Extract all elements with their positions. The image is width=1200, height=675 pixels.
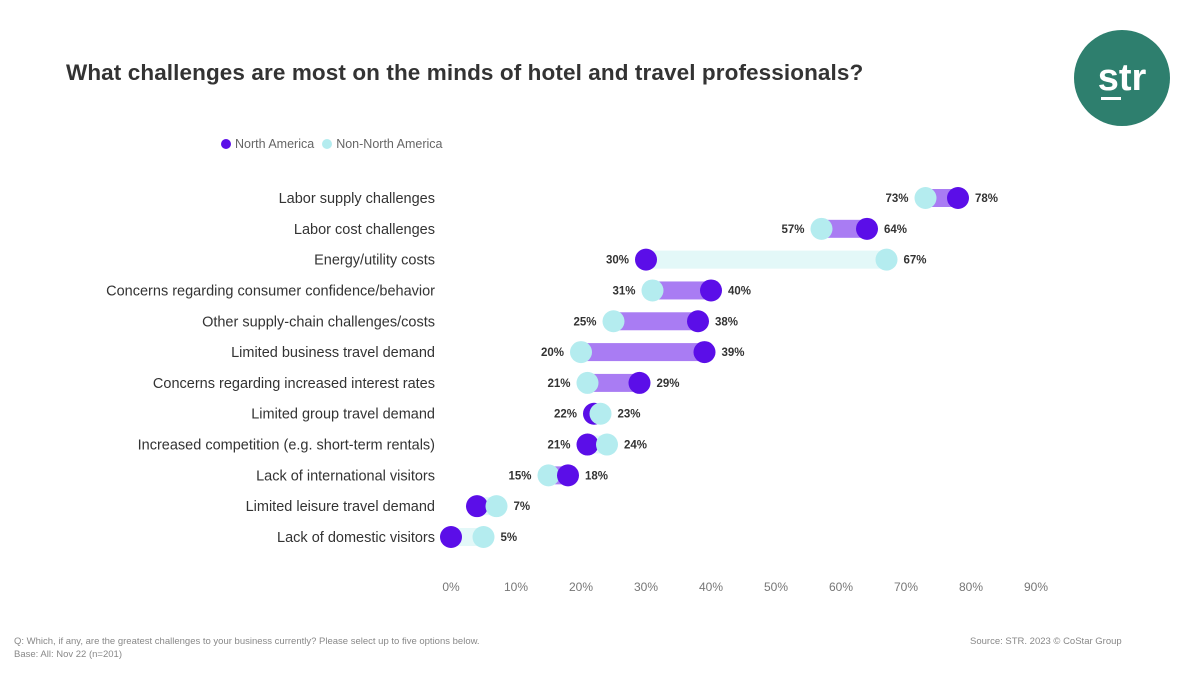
data-label: 78% [975,193,998,205]
north-america-point [466,495,488,518]
data-label: 24% [624,440,647,452]
data-label: 67% [904,255,927,267]
dumbbell-bar [646,250,887,269]
legend-label-non-north-america: Non-North America [336,137,443,151]
x-tick-label: 40% [699,580,723,594]
chart-title: What challenges are most on the minds of… [66,60,864,85]
north-america-point [628,371,651,394]
north-america-point [440,526,462,548]
north-america-point [693,341,716,364]
category-label: Lack of international visitors [256,468,435,484]
str-logo: str [1074,30,1170,126]
data-label: 31% [612,285,635,297]
non-north-america-point [596,433,618,456]
north-america-point [635,248,657,271]
north-america-point [700,279,722,302]
non-north-america-point [602,310,625,333]
footer-base: Base: All: Nov 22 (n=201) [14,649,122,660]
north-america-point [687,310,709,333]
non-north-america-point [875,248,898,271]
svg-text:str: str [1098,57,1147,99]
category-label: Limited group travel demand [251,407,435,423]
data-label: 38% [715,316,738,328]
x-tick-label: 10% [504,580,528,594]
non-north-america-point [641,279,664,302]
category-label: Energy/utility costs [314,253,435,269]
x-tick-label: 20% [569,580,593,594]
data-label: 5% [501,532,518,544]
legend-swatch-non-north-america [322,139,333,149]
x-tick-label: 60% [829,580,853,594]
dumbbell-bar [821,219,867,238]
category-label: Labor supply challenges [279,191,435,207]
data-label: 29% [657,378,680,390]
x-tick-label: 30% [634,580,658,594]
category-label: Increased competition (e.g. short-term r… [138,438,435,454]
category-label: Labor cost challenges [294,222,435,238]
data-label: 7% [514,501,531,513]
x-tick-label: 50% [764,580,788,594]
data-label: 15% [508,470,531,482]
data-label: 22% [554,409,577,421]
data-label: 64% [884,224,907,236]
data-label: 18% [585,470,608,482]
data-label: 73% [885,193,908,205]
north-america-point [576,433,599,456]
dumbbell-bar [613,312,698,331]
non-north-america-point [914,187,937,209]
non-north-america-point [589,402,612,425]
dumbbell-bar [581,343,705,362]
data-label: 21% [547,440,570,452]
data-label: 39% [722,347,745,359]
data-label: 20% [541,347,564,359]
non-north-america-point [472,526,495,548]
dumbbell-bar [652,281,711,300]
category-label: Other supply-chain challenges/costs [202,314,435,330]
non-north-america-point [576,371,599,394]
x-tick-label: 90% [1024,580,1048,594]
x-tick-label: 70% [894,580,918,594]
dumbbell-bar [587,373,640,392]
data-label: 21% [547,378,570,390]
category-label: Concerns regarding consumer confidence/b… [106,283,435,299]
north-america-point [557,464,579,487]
data-label: 30% [606,255,629,267]
north-america-point [856,217,878,240]
non-north-america-point [485,495,508,518]
legend-swatch-north-america [221,139,231,149]
category-label: Limited business travel demand [231,345,435,361]
category-label: Concerns regarding increased interest ra… [153,376,435,392]
str-logo-icon: str [1098,57,1147,100]
x-tick-label: 0% [442,580,460,594]
legend-label-north-america: North America [235,137,315,151]
data-label: 57% [781,224,804,236]
non-north-america-point [537,464,560,487]
non-north-america-point [810,217,833,240]
north-america-point [947,187,969,209]
category-label: Limited leisure travel demand [246,499,435,515]
category-label: Lack of domestic visitors [277,530,435,546]
footer-source: Source: STR. 2023 © CoStar Group [970,636,1122,647]
x-tick-label: 80% [959,580,983,594]
legend: North America Non-North America [221,137,443,151]
data-label: 40% [728,285,751,297]
data-label: 23% [618,409,641,421]
data-label: 25% [573,316,596,328]
footer-question: Q: Which, if any, are the greatest chall… [14,636,480,647]
non-north-america-point [570,341,592,364]
